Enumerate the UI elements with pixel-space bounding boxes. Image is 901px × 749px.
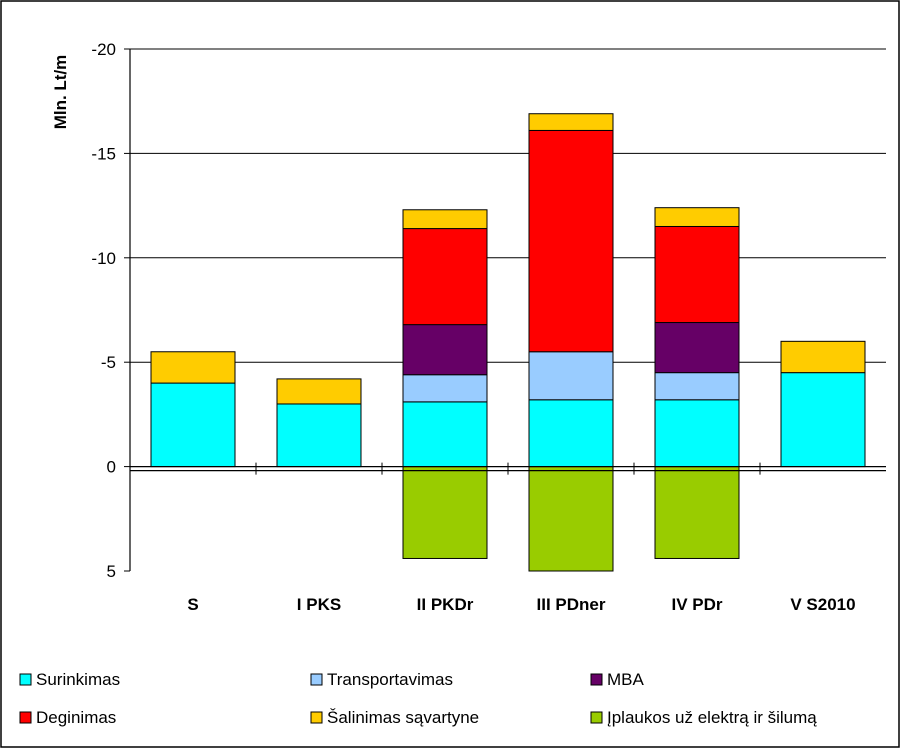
bar-segment	[654, 207, 740, 227]
legend-item: Transportavimas	[310, 670, 453, 689]
legend-item: Įplaukos už elektrą ir šilumą	[590, 708, 817, 727]
legend-swatch	[310, 673, 323, 686]
y-tick-label: -5	[101, 353, 116, 372]
legend-swatch	[590, 673, 603, 686]
legend-label: Surinkimas	[36, 670, 120, 689]
category-labels: S I PKS II PKDr III PDner IV PDr V S2010	[187, 595, 855, 614]
y-tick-label: -15	[91, 144, 116, 163]
legend-swatch	[590, 711, 603, 724]
grid-layer	[130, 48, 886, 363]
legend-swatch	[19, 673, 32, 686]
category-label: III PDner	[537, 595, 606, 614]
y-tick-label: 5	[107, 562, 116, 581]
legend-label: MBA	[607, 670, 645, 689]
bar-segment	[528, 129, 614, 353]
category-label: V S2010	[790, 595, 855, 614]
bar-segment	[654, 466, 740, 559]
category-label: II PKDr	[417, 595, 474, 614]
legend-label: Įplaukos už elektrą ir šilumą	[607, 708, 817, 727]
bar-segment	[780, 372, 866, 468]
bar-segment	[402, 209, 488, 230]
y-tick-labels: -20 -15 -10 -5 0 5	[91, 40, 116, 581]
bar-segment	[780, 340, 866, 374]
legend: Surinkimas Transportavimas MBA Deginimas Šal…	[19, 670, 817, 727]
bar-segment	[402, 401, 488, 468]
legend-item: Šalinimas sąvartyne	[310, 708, 479, 727]
legend-item: MBA	[590, 670, 645, 689]
bar-segment	[276, 403, 362, 468]
category-label: I PKS	[297, 595, 341, 614]
bar-segment	[654, 322, 740, 374]
bars-layer	[150, 113, 866, 572]
y-tick-label: -10	[91, 249, 116, 268]
legend-label: Deginimas	[36, 708, 116, 727]
legend-swatch	[310, 711, 323, 724]
legend-item: Surinkimas	[19, 670, 120, 689]
bar-segment	[654, 399, 740, 468]
bar-segment	[528, 466, 614, 572]
bar-segment	[528, 113, 614, 131]
bar-segment	[654, 372, 740, 401]
bar-segment	[150, 382, 236, 468]
bar-segment	[402, 324, 488, 376]
bar-segment	[654, 225, 740, 324]
y-tick-label: -20	[91, 40, 116, 59]
axis-layer	[124, 48, 886, 572]
y-axis-label: Mln. Lt/m	[51, 55, 70, 130]
bar-segment	[150, 351, 236, 384]
legend-swatch	[19, 711, 32, 724]
bar-segment	[402, 466, 488, 559]
bar-segment	[528, 351, 614, 401]
category-label: S	[187, 595, 198, 614]
bar-segment	[276, 378, 362, 405]
legend-label: Šalinimas sąvartyne	[327, 708, 479, 727]
bar-segment	[402, 374, 488, 403]
legend-item: Deginimas	[19, 708, 116, 727]
bar-segment	[528, 399, 614, 468]
y-tick-label: 0	[107, 458, 116, 477]
category-label: IV PDr	[671, 595, 722, 614]
legend-label: Transportavimas	[327, 670, 453, 689]
bar-segment	[402, 228, 488, 326]
